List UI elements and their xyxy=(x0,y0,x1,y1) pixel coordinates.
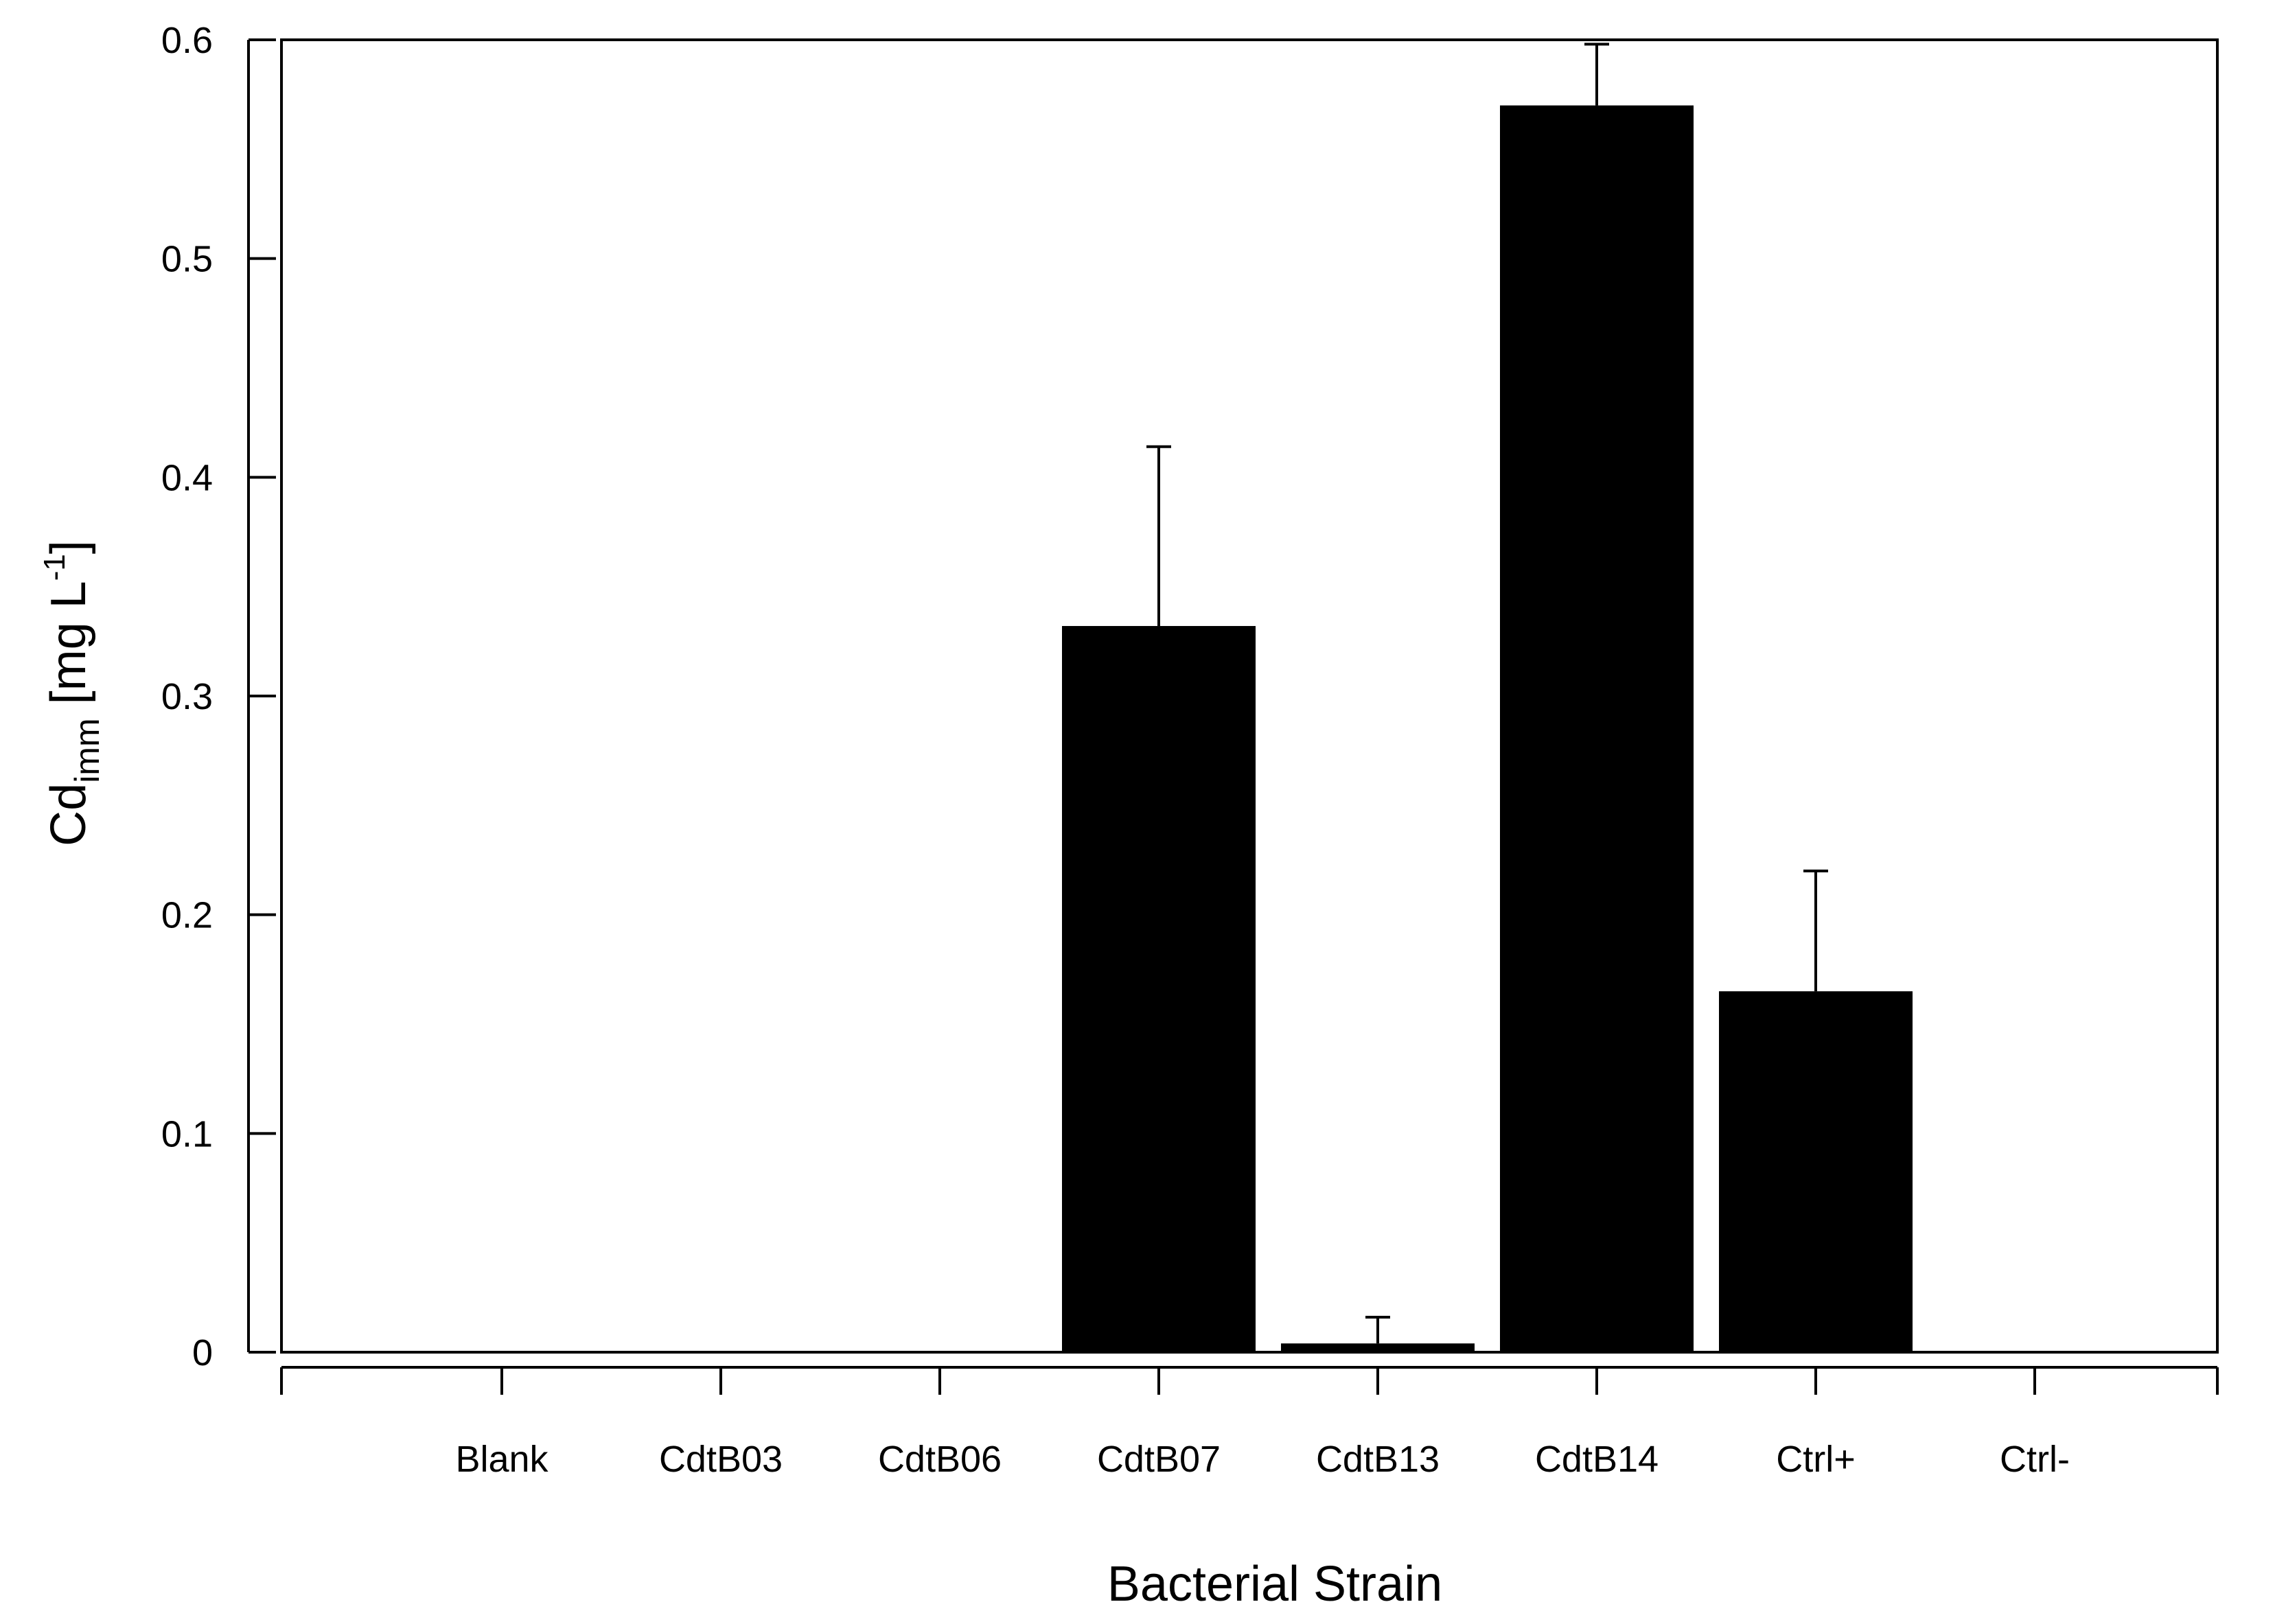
bar xyxy=(1500,105,1694,1353)
bar xyxy=(1062,626,1256,1353)
bar xyxy=(1719,991,1913,1352)
y-tick-label: 0.6 xyxy=(161,20,213,61)
x-tick-label: CdtB06 xyxy=(878,1439,1002,1480)
y-axis-title-main: Cd xyxy=(41,783,96,846)
y-axis-title-subscript: imm xyxy=(68,718,106,782)
y-tick-label: 0.4 xyxy=(161,457,213,498)
x-tick-label: CdtB14 xyxy=(1535,1439,1659,1480)
y-tick-label: 0.5 xyxy=(161,239,213,280)
x-axis-title: Bacterial Strain xyxy=(1107,1557,1442,1612)
bars xyxy=(405,105,2132,1354)
x-tick-label: CdtB13 xyxy=(1316,1439,1440,1480)
y-axis: 0 0.1 0.2 0.3 0.4 0.5 0.6 xyxy=(161,20,276,1373)
y-tick-label: 0.1 xyxy=(161,1113,213,1155)
y-axis-title-close: ] xyxy=(41,540,96,554)
error-bars xyxy=(1146,43,1828,1344)
y-axis-title: Cdimm [mg L-1] xyxy=(38,540,106,846)
y-tick-label: 0 xyxy=(192,1332,213,1373)
bar xyxy=(1281,1343,1475,1352)
y-tick-label: 0.3 xyxy=(161,676,213,717)
y-axis-title-unit: [mg L xyxy=(41,581,96,718)
y-axis-title-superscript: -1 xyxy=(38,554,71,581)
x-axis: Blank CdtB03 CdtB06 CdtB07 CdtB13 CdtB14 Ctrl+… xyxy=(280,1366,2219,1480)
x-tick-label: Ctrl+ xyxy=(1776,1439,1856,1480)
x-tick-label: CdtB03 xyxy=(659,1439,783,1480)
x-tick-label: CdtB07 xyxy=(1097,1439,1221,1480)
y-tick-label: 0.2 xyxy=(161,895,213,936)
x-tick-label: Blank xyxy=(455,1439,549,1480)
x-tick-label: Ctrl- xyxy=(2000,1439,2070,1480)
